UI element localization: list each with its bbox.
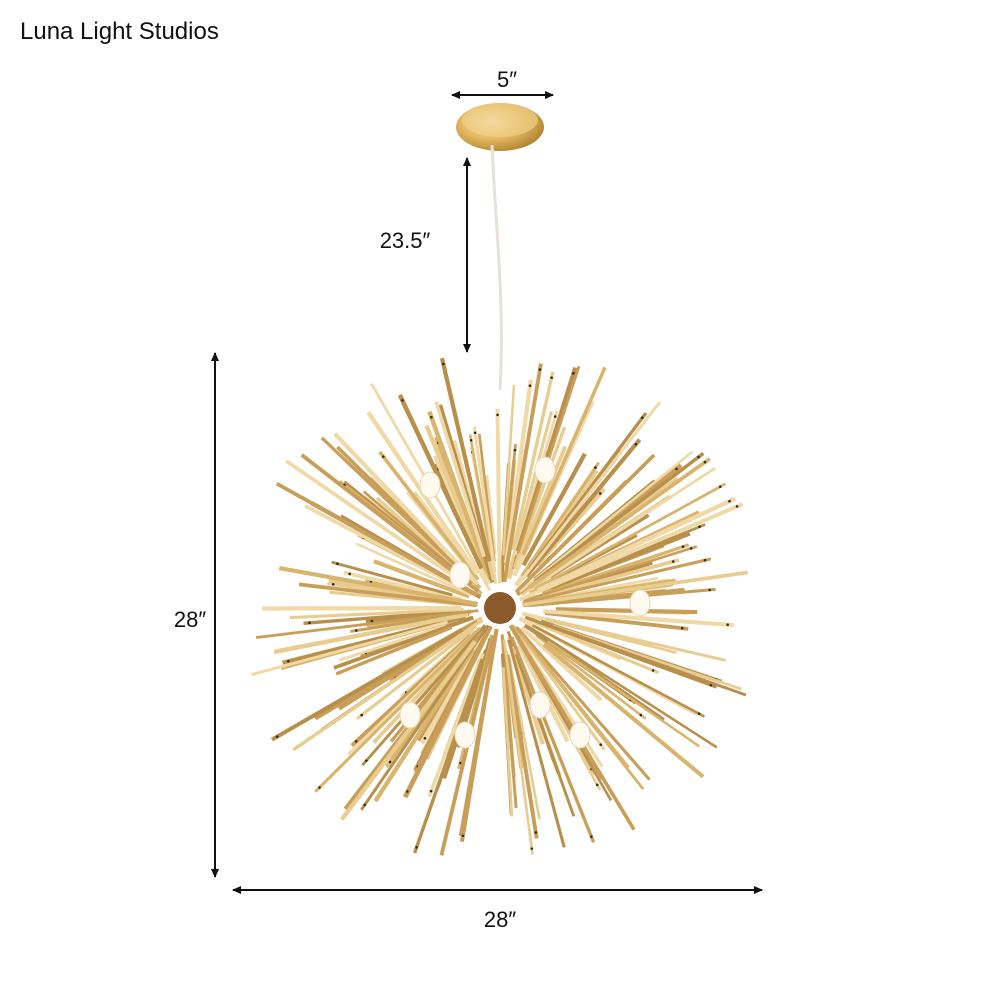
rod-tip [363, 804, 366, 807]
rod [251, 622, 447, 675]
rod-tip [640, 714, 643, 717]
rod-tip [406, 790, 409, 793]
rod-tip [635, 443, 638, 446]
rod-tip [360, 714, 363, 717]
rod-tip [287, 660, 290, 663]
rod-tip [672, 560, 675, 563]
bulb [420, 472, 440, 498]
rod-tip [365, 759, 368, 762]
rod-tip [554, 415, 557, 418]
rod [497, 409, 499, 583]
rod-tip [382, 455, 385, 458]
rod-tip [430, 416, 433, 419]
rod-tip [401, 399, 404, 402]
rod-tip [550, 376, 553, 379]
rod-tip [704, 461, 707, 464]
rod-tip [276, 735, 279, 738]
rod-tip [355, 740, 358, 743]
canopy-top [462, 103, 538, 137]
rod-tip [308, 622, 311, 625]
rod-tip [529, 384, 532, 387]
rod-tip [698, 525, 701, 528]
rod-tip [348, 573, 351, 576]
rod-tip [389, 761, 392, 764]
height-label: 28″ [174, 607, 206, 632]
bulb [450, 562, 470, 588]
cord-length-label: 23.5″ [380, 228, 431, 253]
bulb [570, 722, 590, 748]
rod-tip [726, 623, 729, 626]
rod-tip [728, 500, 731, 503]
rod-tip [332, 583, 335, 586]
rod-tip [424, 737, 427, 740]
rod-tip [415, 846, 418, 849]
rod-tip [590, 835, 593, 838]
rod-tip [697, 456, 700, 459]
rod-tip [682, 545, 685, 548]
rod-tip [681, 627, 684, 630]
bulb [535, 457, 555, 483]
rod-tip [496, 414, 499, 417]
canopy-width-label: 5″ [497, 67, 517, 92]
bulb [630, 590, 650, 616]
rod-tip [596, 784, 599, 787]
rod-tip [514, 449, 517, 452]
rod-tip [704, 559, 707, 562]
rod-tip [534, 831, 537, 834]
rod-tip [690, 547, 693, 550]
hub [484, 592, 516, 624]
rod-tip [336, 562, 339, 565]
rod-tip [530, 847, 533, 850]
width-label: 28″ [484, 907, 516, 932]
rod-tip [462, 834, 465, 837]
bulb [530, 692, 550, 718]
rod-tip [594, 466, 597, 469]
rod-tip [599, 492, 602, 495]
rod-tip [572, 372, 575, 375]
rod-tip [442, 363, 445, 366]
rod-tip [736, 505, 739, 508]
rod-tip [474, 431, 477, 434]
rod-tip [539, 368, 542, 371]
bulb [455, 722, 475, 748]
rod-tip [708, 589, 711, 592]
rod-tip [355, 629, 358, 632]
rod-tip [719, 485, 722, 488]
rod-tip [430, 790, 433, 793]
rod-tip [698, 712, 701, 715]
rod-tip [599, 743, 602, 746]
rod-tip [371, 620, 374, 623]
rod-tip [675, 468, 678, 471]
bulb [400, 702, 420, 728]
chandelier [251, 358, 747, 855]
rod-tip [652, 669, 655, 672]
rod-tip [470, 439, 473, 442]
cord [492, 145, 501, 390]
rod-tip [318, 786, 321, 789]
brand: Luna Light Studios [20, 18, 219, 45]
rod-tip [641, 417, 644, 420]
